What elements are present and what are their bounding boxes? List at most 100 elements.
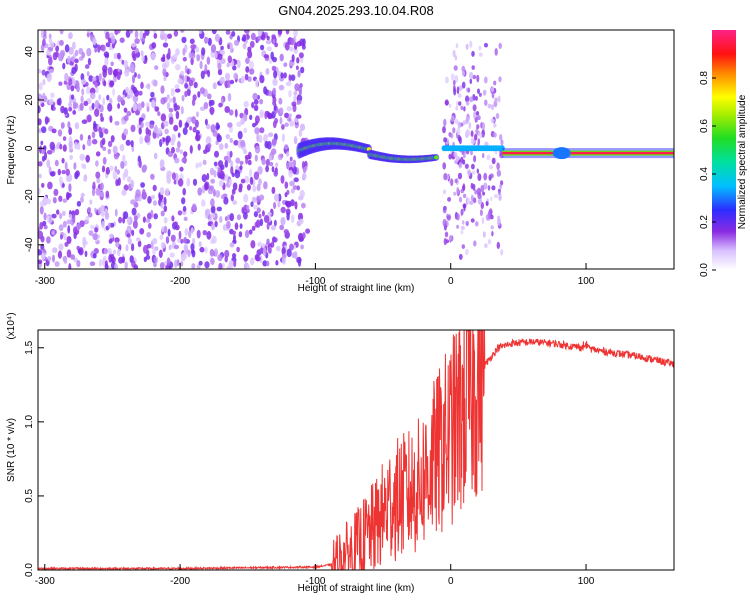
noise-blob [290, 74, 296, 81]
noise-blob [84, 64, 90, 69]
noise-blob [94, 227, 99, 233]
noise-blob [210, 257, 215, 266]
noise-blob [294, 42, 298, 50]
burst-blob [474, 133, 478, 141]
noise-blob [284, 192, 288, 198]
noise-blob [220, 194, 225, 200]
noise-blob [91, 188, 96, 197]
noise-blob [173, 30, 179, 37]
noise-blob [240, 75, 245, 84]
noise-blob [244, 175, 250, 184]
noise-blob [302, 166, 307, 174]
noise-blob [246, 264, 250, 269]
noise-blob [253, 104, 259, 112]
noise-blob [242, 34, 247, 42]
noise-blob [243, 211, 248, 220]
noise-blob [209, 167, 215, 176]
noise-blob [115, 30, 121, 34]
noise-blob [59, 143, 63, 150]
noise-blob [280, 217, 286, 226]
burst-blob [465, 220, 469, 227]
noise-blob [183, 151, 188, 157]
noise-blob [126, 176, 132, 183]
burst-blob [474, 189, 478, 195]
noise-blob [186, 117, 192, 124]
noise-blob [207, 37, 212, 46]
burst-blob [457, 93, 462, 98]
noise-blob [74, 141, 78, 150]
noise-blob [83, 100, 89, 107]
noise-blob [125, 244, 129, 252]
burst-blob [499, 183, 502, 190]
noise-blob [144, 134, 151, 143]
burst-blob [500, 139, 504, 146]
burst-blob [458, 85, 463, 91]
burst-blob [474, 96, 478, 101]
noise-blob [259, 98, 264, 105]
noise-blob [184, 90, 188, 98]
noise-blob [284, 144, 289, 150]
noise-blob [127, 216, 131, 225]
noise-blob [102, 146, 107, 151]
burst-blob [457, 172, 463, 180]
burst-blob [482, 89, 487, 96]
noise-blob [92, 233, 98, 241]
noise-blob [279, 224, 285, 231]
noise-blob [217, 167, 222, 173]
noise-blob [133, 264, 139, 269]
noise-blob [177, 132, 181, 138]
burst-blob [495, 113, 500, 119]
noise-blob [170, 234, 176, 242]
burst-blob [496, 162, 500, 171]
noise-blob [190, 52, 196, 59]
noise-blob [290, 214, 295, 223]
noise-blob [240, 139, 246, 148]
noise-blob [70, 56, 75, 63]
noise-blob [171, 215, 175, 222]
noise-blob [181, 95, 185, 102]
noise-blob [251, 225, 256, 231]
noise-blob [266, 140, 272, 150]
noise-blob [113, 52, 118, 60]
burst-blob [454, 118, 459, 125]
noise-blob [66, 219, 72, 225]
noise-blob [98, 126, 103, 134]
noise-blob [94, 47, 98, 53]
noise-blob [40, 252, 46, 260]
noise-blob [229, 242, 235, 248]
noise-blob [161, 62, 168, 69]
noise-blob [281, 124, 285, 130]
noise-blob [117, 52, 121, 60]
burst-region [442, 40, 504, 260]
noise-blob [173, 103, 178, 112]
noise-blob [66, 58, 71, 64]
noise-blob [59, 176, 63, 185]
noise-blob [112, 88, 116, 96]
noise-blob [66, 249, 72, 258]
burst-blob [491, 185, 496, 191]
burst-blob [497, 95, 501, 103]
noise-blob [68, 263, 72, 269]
burst-blob [486, 154, 491, 161]
noise-blob [191, 98, 196, 106]
burst-blob [470, 218, 475, 223]
burst-blob [460, 225, 465, 231]
snr-x-ticks: -300 -200 -100 0 100 [35, 564, 595, 587]
noise-blob [83, 177, 87, 182]
noise-blob [206, 56, 211, 65]
burst-blob [482, 231, 486, 238]
spectrogram-y-tick-label: -40 [24, 237, 35, 252]
burst-blob [465, 128, 471, 137]
noise-blob [246, 184, 251, 191]
noise-blob [184, 82, 189, 89]
noise-blob [121, 120, 125, 125]
snr-y-ticks: 0.0 0.5 1.0 1.5 [24, 340, 44, 577]
noise-blob [94, 99, 100, 109]
noise-blob [244, 73, 249, 81]
noise-blob [271, 166, 275, 173]
noise-blob [228, 178, 233, 186]
noise-blob [253, 171, 260, 180]
noise-blob [210, 178, 215, 184]
noise-blob [153, 152, 158, 160]
